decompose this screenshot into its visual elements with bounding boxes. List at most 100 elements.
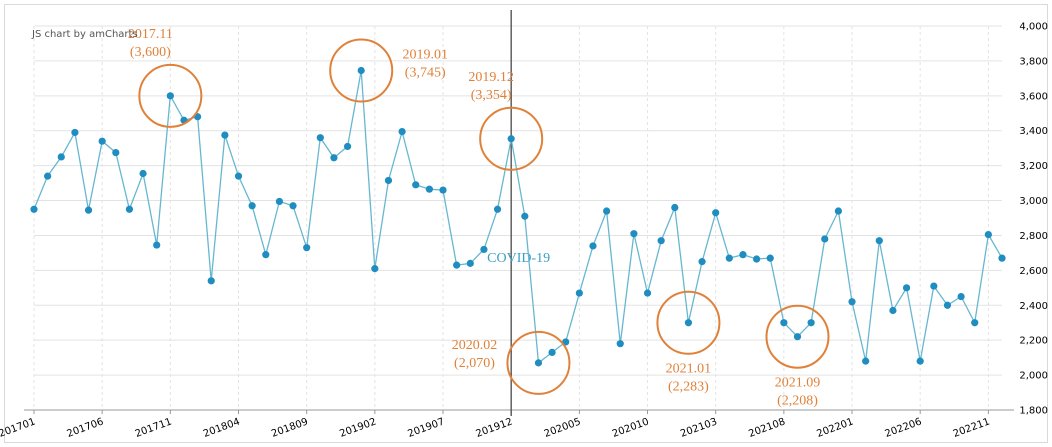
data-point: [821, 235, 829, 243]
data-point: [357, 66, 365, 75]
data-point: [862, 357, 870, 365]
annotation-date: 2021.09: [775, 376, 821, 391]
data-point: [153, 241, 161, 249]
y-tick-label: 3,400: [1019, 126, 1048, 137]
y-tick-label: 2,200: [1019, 336, 1048, 347]
data-point: [712, 209, 720, 217]
data-point: [44, 172, 52, 180]
data-point: [930, 282, 938, 290]
data-point: [889, 306, 897, 315]
chart-credit: JS chart by amCharts: [31, 29, 138, 40]
x-tick-label: 201706: [66, 416, 106, 439]
x-tick-label: 202201: [815, 416, 855, 439]
x-axis: 201701 201706 201711 201804 201809 201902 2019…: [0, 409, 1014, 440]
data-point: [671, 203, 679, 212]
annotation-circle: [506, 330, 571, 395]
data-point: [466, 259, 474, 267]
data-point: [916, 357, 924, 365]
data-point: [739, 251, 747, 259]
data-point: [589, 242, 597, 250]
x-tick-label: 202103: [679, 416, 719, 439]
annotation-value: (3,600): [130, 45, 171, 60]
x-tick-label: 202010: [611, 416, 651, 439]
data-point: [493, 205, 502, 213]
y-tick-label: 2,800: [1019, 231, 1048, 242]
data-point: [780, 319, 788, 327]
data-point: [453, 261, 461, 269]
x-tick-label: 202005: [543, 416, 583, 439]
data-point: [834, 207, 842, 215]
annotation-date: 2019.12: [468, 70, 514, 85]
x-tick-label: 202108: [747, 416, 787, 439]
data-points: [30, 66, 1006, 367]
annotations: 2017.11 (3,600) 2019.01 (3,745) 2019.12 (3,35…: [128, 27, 830, 409]
annotation-circle: [138, 63, 203, 128]
chart-frame: [4, 4, 1048, 443]
data-point: [902, 284, 911, 292]
x-tick-label: 201907: [406, 416, 446, 439]
data-point: [480, 245, 488, 254]
data-point: [57, 153, 65, 161]
data-point: [112, 148, 120, 157]
data-point: [303, 244, 311, 252]
data-point: [316, 134, 324, 142]
x-tick-label: 201701: [0, 416, 37, 439]
data-point: [984, 230, 992, 239]
data-point: [84, 206, 93, 214]
data-point: [425, 185, 433, 193]
x-tick-label: 201711: [134, 416, 174, 439]
series-line-group: [33, 70, 1003, 365]
y-tick-label: 1,800: [1019, 406, 1048, 417]
annotation-circle: [765, 304, 830, 369]
data-point: [998, 254, 1006, 262]
x-tick-label: 201809: [270, 416, 310, 439]
annotation-value: (2,070): [454, 356, 495, 371]
data-point: [139, 169, 147, 178]
y-tick-label: 2,000: [1019, 371, 1048, 382]
data-point: [943, 301, 952, 309]
annotation-value: (3,745): [405, 66, 446, 81]
y-tick-label: 3,600: [1019, 91, 1048, 102]
series-line: [33, 70, 1003, 365]
data-point: [643, 289, 652, 297]
data-point: [657, 237, 665, 245]
data-point: [98, 137, 106, 145]
x-tick-label: 201902: [338, 416, 378, 439]
data-point: [752, 255, 761, 263]
data-point: [412, 181, 420, 189]
data-point: [793, 333, 802, 341]
data-point: [875, 237, 883, 245]
x-tick-label: 201804: [202, 416, 242, 439]
x-tick-label: 201912: [475, 416, 515, 439]
data-point: [275, 197, 284, 206]
data-point: [548, 348, 556, 356]
y-tick-label: 3,800: [1019, 56, 1048, 67]
x-tick-label: 202211: [952, 416, 992, 439]
data-point: [398, 128, 406, 136]
data-point: [616, 340, 624, 348]
data-point: [725, 254, 733, 262]
grid-lines: [33, 25, 1002, 411]
covid-label: COVID-19: [487, 251, 550, 266]
data-point: [343, 142, 352, 151]
data-point: [766, 254, 774, 262]
annotation-date: 2017.11: [128, 27, 173, 42]
data-point: [330, 154, 338, 162]
data-point: [684, 319, 693, 327]
data-point: [439, 186, 447, 194]
data-point: [603, 207, 611, 215]
data-point: [71, 128, 79, 137]
annotation-circle: [329, 38, 394, 103]
y-tick-label: 2,600: [1019, 266, 1048, 277]
data-point: [971, 319, 979, 327]
data-point: [125, 205, 134, 213]
data-point: [289, 202, 297, 210]
annotation-date: 2020.02: [452, 338, 498, 353]
data-point: [575, 289, 583, 297]
annotation-value: (3,354): [471, 88, 512, 103]
data-point: [957, 292, 965, 301]
annotation-date: 2019.01: [402, 48, 448, 63]
annotation-circle: [656, 290, 721, 355]
data-point: [262, 251, 270, 259]
